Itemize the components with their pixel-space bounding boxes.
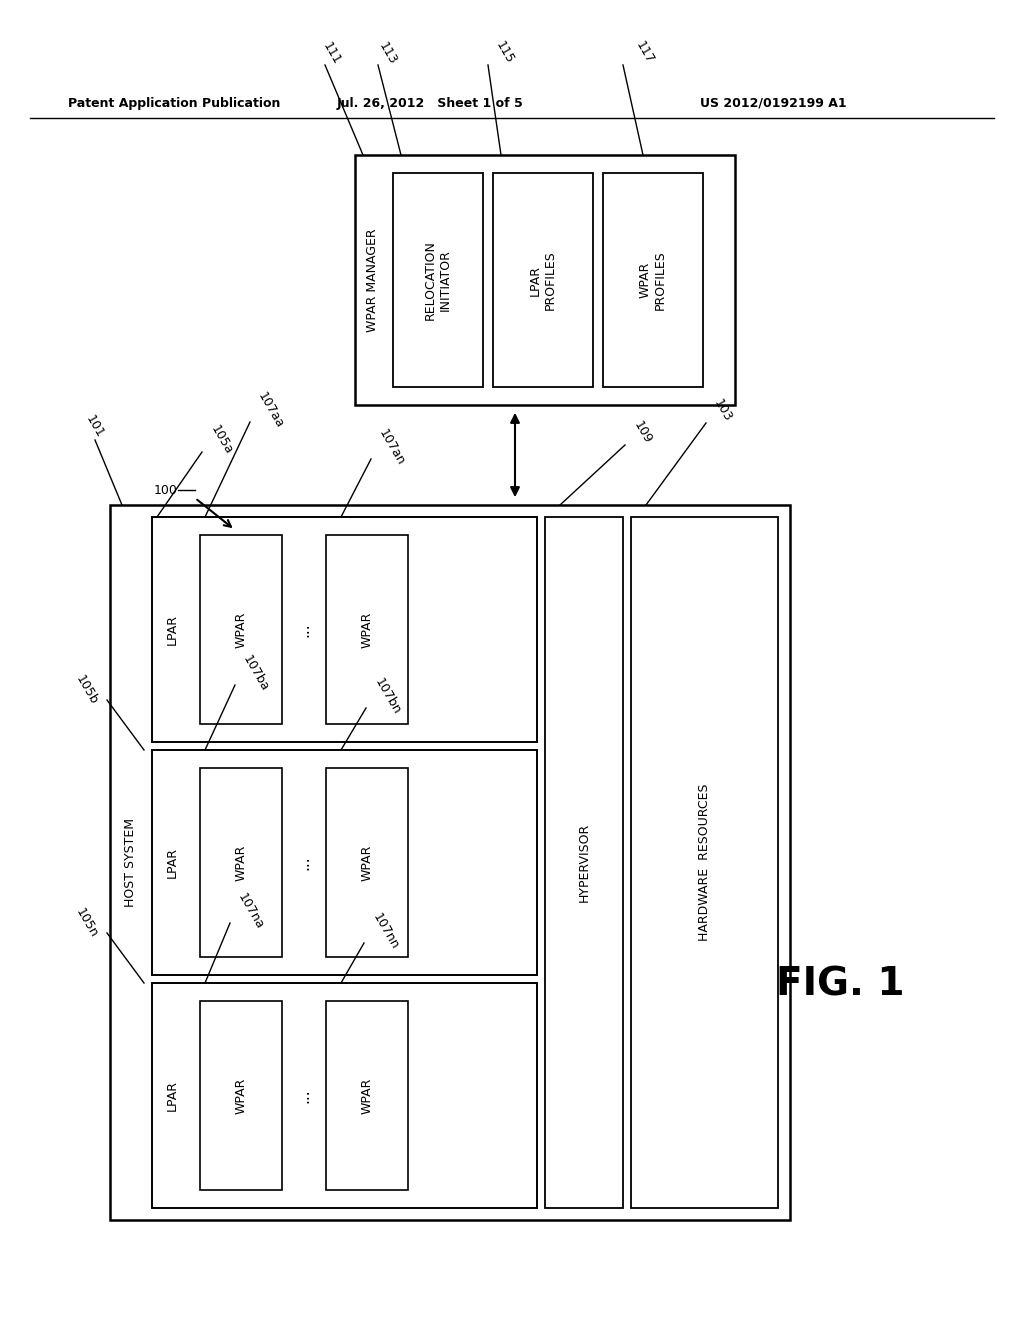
- Text: ...: ...: [297, 855, 311, 870]
- Text: 107ba: 107ba: [240, 652, 271, 693]
- Text: 107nn: 107nn: [370, 911, 401, 952]
- Bar: [200, 1001, 282, 1191]
- Text: WPAR: WPAR: [234, 1077, 248, 1114]
- Text: 107na: 107na: [234, 891, 266, 932]
- Text: LPAR: LPAR: [166, 614, 178, 645]
- Text: WPAR
PROFILES: WPAR PROFILES: [639, 249, 667, 310]
- Bar: [355, 154, 735, 405]
- Bar: [545, 517, 623, 1208]
- Text: LPAR: LPAR: [166, 847, 178, 878]
- Bar: [493, 173, 593, 387]
- Text: Patent Application Publication: Patent Application Publication: [68, 96, 281, 110]
- Text: 103: 103: [711, 397, 734, 425]
- Bar: [152, 983, 537, 1208]
- Bar: [200, 535, 282, 723]
- Text: 101: 101: [83, 413, 106, 441]
- Text: 107an: 107an: [376, 426, 407, 467]
- Text: 113: 113: [376, 40, 399, 66]
- Bar: [152, 517, 537, 742]
- Text: ...: ...: [297, 1088, 311, 1102]
- Text: HARDWARE  RESOURCES: HARDWARE RESOURCES: [698, 784, 711, 941]
- Text: 107bn: 107bn: [372, 676, 403, 717]
- Text: HYPERVISOR: HYPERVISOR: [578, 822, 591, 902]
- Text: HOST SYSTEM: HOST SYSTEM: [124, 818, 136, 907]
- Bar: [603, 173, 703, 387]
- Bar: [326, 535, 408, 723]
- Bar: [200, 768, 282, 957]
- Text: WPAR: WPAR: [234, 845, 248, 880]
- Text: ...: ...: [297, 622, 311, 636]
- Text: 105b: 105b: [74, 673, 100, 708]
- Text: WPAR MANAGER: WPAR MANAGER: [367, 228, 380, 331]
- Text: RELOCATION
INITIATOR: RELOCATION INITIATOR: [424, 240, 452, 319]
- Text: Jul. 26, 2012   Sheet 1 of 5: Jul. 26, 2012 Sheet 1 of 5: [337, 96, 523, 110]
- Text: 117: 117: [633, 40, 656, 66]
- Text: FIG. 1: FIG. 1: [776, 966, 904, 1005]
- Text: 111: 111: [319, 40, 343, 66]
- Text: 107aa: 107aa: [255, 389, 286, 430]
- Text: WPAR: WPAR: [360, 611, 374, 648]
- Text: WPAR: WPAR: [360, 845, 374, 880]
- Text: LPAR: LPAR: [166, 1080, 178, 1111]
- Bar: [152, 750, 537, 975]
- Bar: [110, 506, 790, 1220]
- Bar: [326, 1001, 408, 1191]
- Text: WPAR: WPAR: [360, 1077, 374, 1114]
- Text: 105a: 105a: [208, 422, 236, 457]
- Text: 109: 109: [631, 420, 654, 446]
- Text: 115: 115: [493, 40, 516, 66]
- Bar: [393, 173, 483, 387]
- Text: LPAR
PROFILES: LPAR PROFILES: [529, 249, 557, 310]
- Bar: [631, 517, 778, 1208]
- Text: US 2012/0192199 A1: US 2012/0192199 A1: [700, 96, 847, 110]
- Text: WPAR: WPAR: [234, 611, 248, 648]
- Bar: [326, 768, 408, 957]
- Text: 105n: 105n: [74, 906, 100, 940]
- Text: 100: 100: [155, 483, 178, 496]
